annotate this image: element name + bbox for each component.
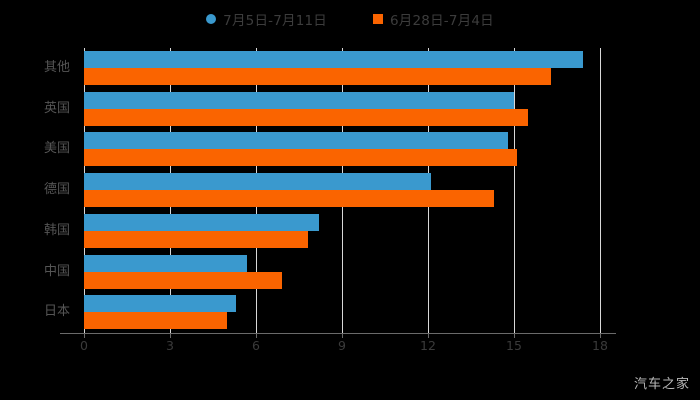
x-tick-mark <box>600 333 601 338</box>
category-label: 日本 <box>43 304 70 320</box>
category-row: 韩国 <box>44 211 600 252</box>
x-tick-mark <box>170 333 171 338</box>
category-label: 其他 <box>43 60 70 75</box>
plot-area: 其他英国美国德国韩国中国日本 <box>44 48 601 333</box>
x-tick-label: 15 <box>506 338 522 353</box>
legend-dot-icon <box>206 14 217 24</box>
x-tick-mark <box>428 333 429 338</box>
category-label: 韩国 <box>43 222 70 238</box>
x-tick-label: 18 <box>592 338 608 353</box>
x-tick-mark <box>84 333 85 338</box>
gridline-18 <box>600 48 601 333</box>
bar-current[interactable] <box>84 51 583 68</box>
category-label: 德国 <box>43 182 70 198</box>
chart-legend: 7月5日-7月11日 6月28日-7月4日 <box>0 6 700 32</box>
x-axis-line <box>60 333 616 334</box>
x-tick-mark <box>514 333 515 338</box>
bar-current[interactable] <box>84 132 509 150</box>
category-row: 中国 <box>44 252 600 293</box>
bar-previous[interactable] <box>84 271 282 289</box>
bar-previous[interactable] <box>84 190 494 208</box>
category-label: 美国 <box>43 141 70 157</box>
legend-item-previous[interactable]: 6月28日-7月4日 <box>373 9 494 29</box>
bar-previous[interactable] <box>84 68 552 85</box>
category-label: 中国 <box>43 263 70 279</box>
category-label: 英国 <box>43 100 70 116</box>
x-tick-label: 3 <box>166 338 174 353</box>
category-row: 其他 <box>44 48 600 89</box>
gridline-15 <box>514 48 515 333</box>
x-tick-label: 9 <box>338 338 346 353</box>
bar-previous[interactable] <box>84 230 308 248</box>
x-tick-label: 0 <box>80 338 88 353</box>
bar-current[interactable] <box>84 295 236 313</box>
category-row: 日本 <box>44 292 600 333</box>
bar-previous[interactable] <box>84 312 228 330</box>
bar-current[interactable] <box>84 173 431 191</box>
legend-label-current: 7月5日-7月11日 <box>223 13 327 29</box>
legend-label-previous: 6月28日-7月4日 <box>390 13 494 29</box>
bar-previous[interactable] <box>84 108 529 126</box>
bar-current[interactable] <box>84 254 248 272</box>
category-row: 美国 <box>44 129 600 170</box>
x-tick-mark <box>342 333 343 338</box>
legend-item-current[interactable]: 7月5日-7月11日 <box>206 9 327 29</box>
bar-previous[interactable] <box>84 149 517 167</box>
legend-square-icon <box>373 14 383 24</box>
x-tick-label: 6 <box>252 338 260 353</box>
category-row: 德国 <box>44 170 600 211</box>
x-tick-mark <box>256 333 257 338</box>
watermark: 汽车之家 <box>633 377 690 392</box>
bar-current[interactable] <box>84 91 514 109</box>
bar-current[interactable] <box>84 213 320 231</box>
category-row: 英国 <box>44 89 600 130</box>
x-tick-label: 12 <box>420 338 436 353</box>
